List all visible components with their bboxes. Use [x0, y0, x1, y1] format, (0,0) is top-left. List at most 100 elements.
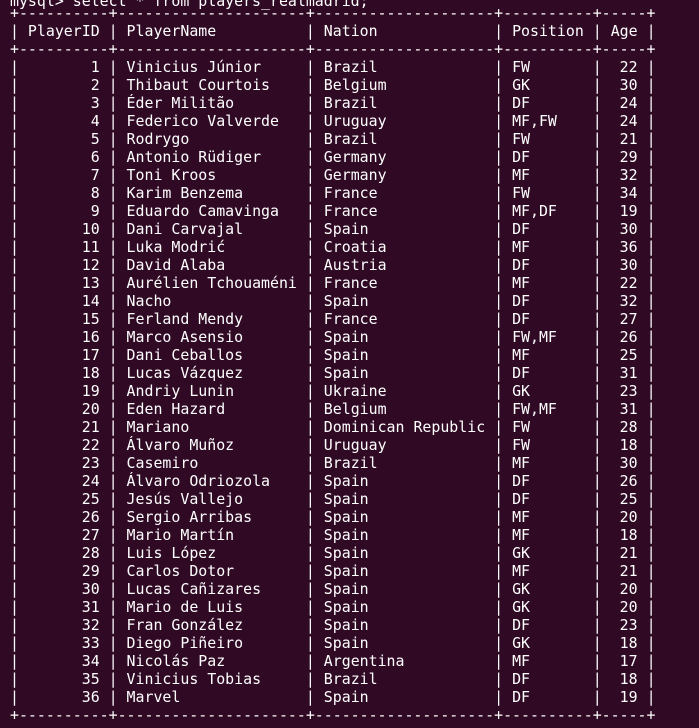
player-id-cell: 7 — [18, 166, 109, 184]
column-separator: | — [10, 526, 19, 544]
column-separator: | — [592, 184, 602, 202]
column-separator: | — [108, 652, 118, 670]
player-name-cell: Nacho — [117, 292, 306, 310]
column-separator: | — [494, 238, 504, 256]
age-cell: 28 — [601, 418, 647, 436]
nation-cell: Austria — [314, 256, 495, 274]
column-separator: | — [646, 184, 656, 202]
column-separator: | — [108, 580, 118, 598]
age-cell: 30 — [601, 220, 647, 238]
column-separator: | — [646, 454, 656, 472]
column-separator: | — [305, 184, 315, 202]
table-row: | 2 | Thibaut Courtois | Belgium | GK | … — [10, 76, 656, 94]
age-cell: 31 — [601, 400, 647, 418]
column-separator: | — [305, 94, 315, 112]
nation-cell: Dominican Republic — [314, 418, 495, 436]
position-cell: GK — [503, 598, 593, 616]
position-cell: DF — [503, 94, 593, 112]
column-separator: | — [592, 490, 602, 508]
column-separator: | — [592, 634, 602, 652]
position-cell: DF — [503, 490, 593, 508]
column-separator: | — [494, 364, 504, 382]
column-separator: | — [108, 418, 118, 436]
column-separator: | — [494, 76, 504, 94]
player-name-cell: Antonio Rüdiger — [117, 148, 306, 166]
player-name-cell: Diego Piñeiro — [117, 634, 306, 652]
age-cell: 32 — [601, 166, 647, 184]
column-separator: | — [305, 58, 315, 76]
column-separator: | — [10, 418, 19, 436]
column-separator: | — [305, 508, 315, 526]
player-id-cell: 21 — [18, 418, 109, 436]
column-separator: | — [305, 436, 315, 454]
nation-cell: Spain — [314, 598, 495, 616]
column-separator: | — [108, 292, 118, 310]
column-separator: | — [10, 112, 19, 130]
column-separator: | — [494, 616, 504, 634]
nation-cell: Brazil — [314, 58, 495, 76]
nation-cell: Croatia — [314, 238, 495, 256]
column-separator: | — [592, 220, 602, 238]
column-separator: | — [108, 220, 118, 238]
column-separator: | — [10, 652, 19, 670]
player-id-cell: 30 — [18, 580, 109, 598]
nation-cell: Spain — [314, 346, 495, 364]
column-separator: | — [494, 130, 504, 148]
nation-cell: Spain — [314, 526, 495, 544]
column-separator: | — [108, 382, 118, 400]
column-separator: | — [646, 256, 656, 274]
nation-cell: Spain — [314, 292, 495, 310]
age-cell: 21 — [601, 544, 647, 562]
nation-cell: Uruguay — [314, 436, 495, 454]
column-separator: | — [305, 292, 315, 310]
player-id-cell: 29 — [18, 562, 109, 580]
position-cell: MF — [503, 238, 593, 256]
player-name-cell: Aurélien Tchouaméni — [117, 274, 306, 292]
column-separator: | — [646, 688, 656, 706]
player-id-cell: 17 — [18, 346, 109, 364]
column-separator: | — [592, 274, 602, 292]
column-separator: | — [108, 508, 118, 526]
column-separator: | — [10, 130, 19, 148]
player-name-cell: Álvaro Muñoz — [117, 436, 306, 454]
column-separator: | — [646, 292, 656, 310]
position-cell: GK — [503, 382, 593, 400]
nation-cell: France — [314, 274, 495, 292]
table-row: | 21 | Mariano | Dominican Republic | FW… — [10, 418, 656, 436]
table-row: | 24 | Álvaro Odriozola | Spain | DF | 2… — [10, 472, 656, 490]
column-separator: | — [592, 238, 602, 256]
column-separator: | — [592, 616, 602, 634]
nation-cell: Spain — [314, 364, 495, 382]
player-id-cell: 34 — [18, 652, 109, 670]
player-id-cell: 14 — [18, 292, 109, 310]
column-separator: | — [305, 562, 315, 580]
position-cell: MF — [503, 526, 593, 544]
column-separator: | — [10, 166, 19, 184]
column-separator: | — [305, 256, 315, 274]
column-separator: | — [10, 472, 19, 490]
column-separator: | — [646, 22, 656, 40]
table-row: | 34 | Nicolás Paz | Argentina | MF | 17… — [10, 652, 656, 670]
position-cell: MF — [503, 652, 593, 670]
player-name-cell: Lucas Cañizares — [117, 580, 306, 598]
column-separator: | — [494, 346, 504, 364]
player-id-cell: 10 — [18, 220, 109, 238]
table-top-border: +----------+---------------------+------… — [10, 4, 656, 22]
column-separator: | — [494, 274, 504, 292]
column-separator: | — [108, 148, 118, 166]
column-separator: | — [592, 94, 602, 112]
nation-cell: France — [314, 184, 495, 202]
column-separator: | — [592, 256, 602, 274]
player-id-cell: 27 — [18, 526, 109, 544]
position-cell: DF — [503, 670, 593, 688]
column-separator: | — [10, 346, 19, 364]
age-cell: 21 — [601, 130, 647, 148]
nation-cell: Ukraine — [314, 382, 495, 400]
table-row: | 9 | Eduardo Camavinga | France | MF,DF… — [10, 202, 656, 220]
player-id-cell: 3 — [18, 94, 109, 112]
position-cell: MF — [503, 166, 593, 184]
age-cell: 34 — [601, 184, 647, 202]
column-header-name: PlayerName — [117, 22, 306, 40]
column-separator: | — [646, 130, 656, 148]
player-name-cell: Carlos Dotor — [117, 562, 306, 580]
